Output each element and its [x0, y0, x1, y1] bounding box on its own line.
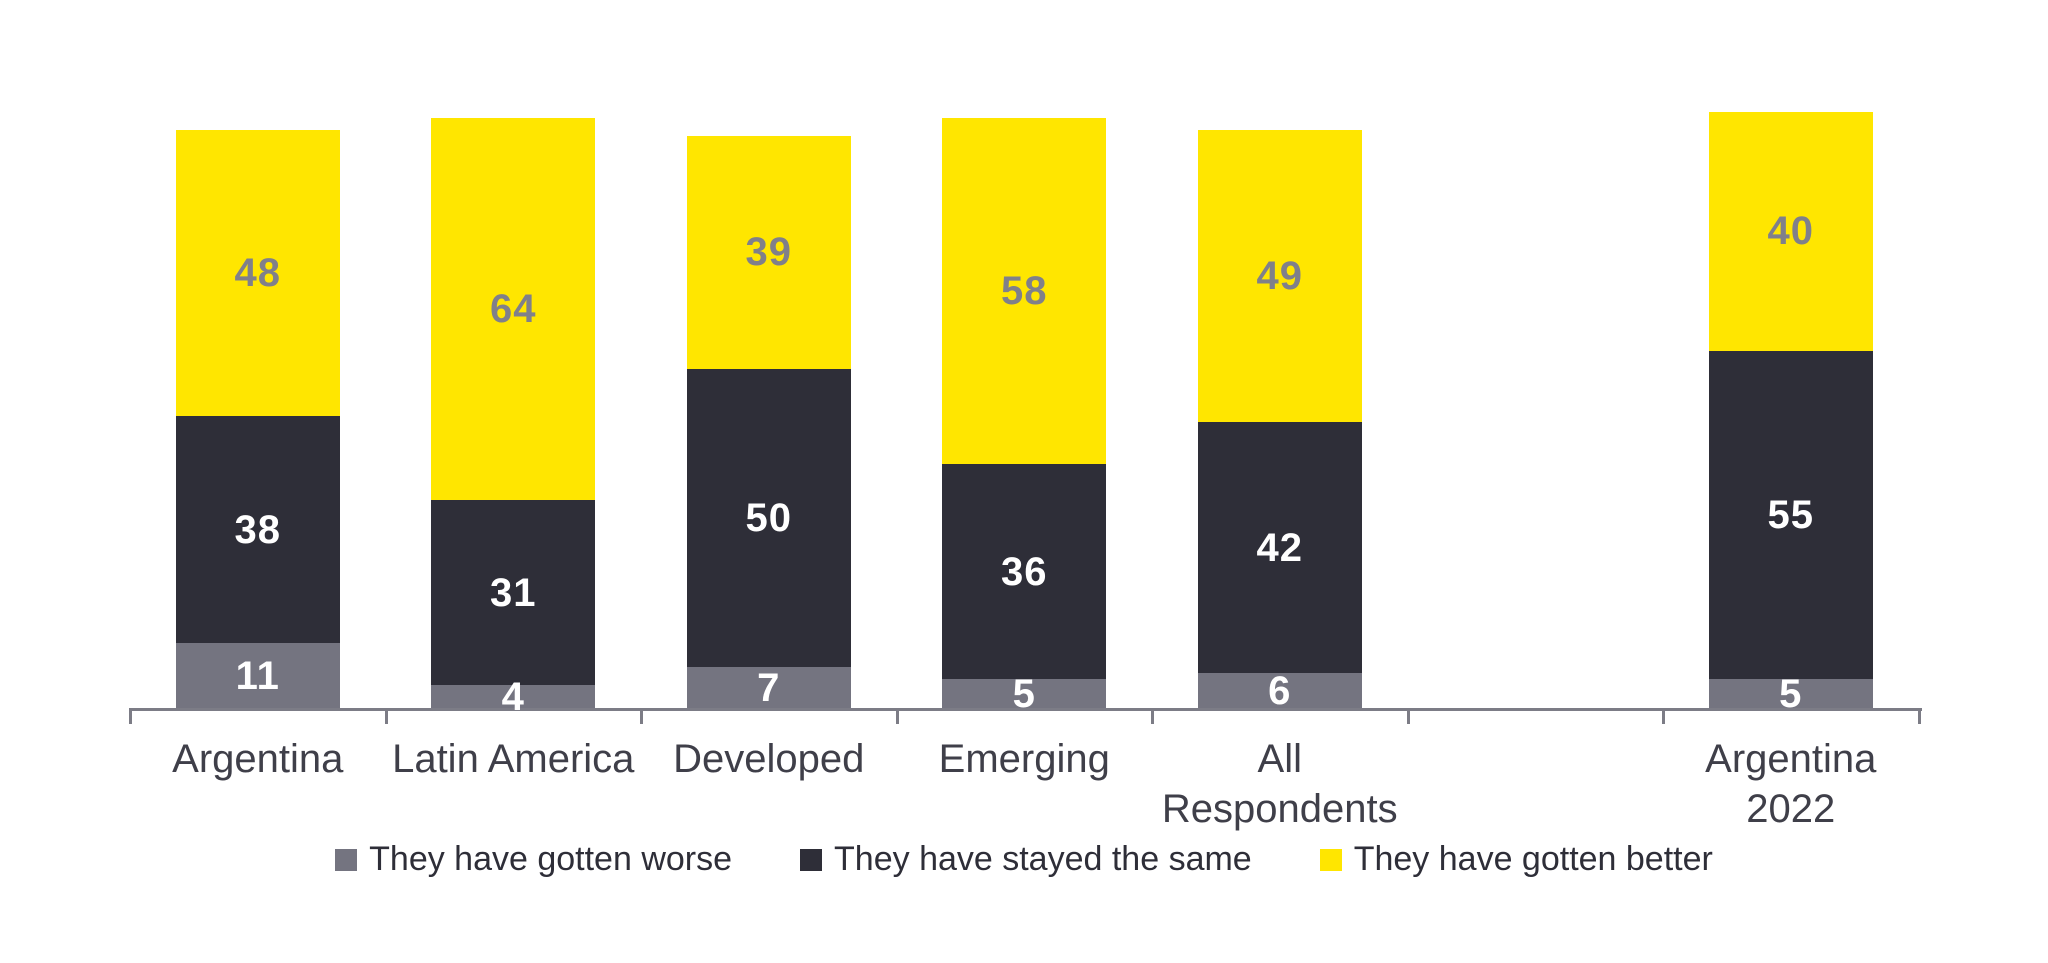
bar-segment-better: 64 — [431, 117, 596, 501]
bar-segment-worse: 7 — [686, 666, 851, 711]
bar-segment-same: 31 — [431, 500, 596, 686]
value-label: 36 — [1001, 549, 1048, 594]
value-label: 5 — [1779, 672, 1803, 717]
legend-label: They have gotten worse — [369, 840, 733, 878]
value-label: 50 — [745, 495, 792, 540]
bar-segment-same: 42 — [1197, 422, 1362, 674]
value-label: 31 — [490, 570, 537, 615]
value-label: 6 — [1268, 669, 1292, 714]
bar-segment-same: 38 — [175, 416, 340, 644]
bar-segment-same: 36 — [942, 464, 1107, 680]
bar-segment-better: 49 — [1197, 129, 1362, 423]
bar-segment-worse: 5 — [942, 674, 1107, 714]
legend-swatch-worse — [335, 848, 358, 871]
legend-swatch-better — [1319, 848, 1342, 871]
category-label: Emerging — [938, 737, 1110, 781]
bar-segment-better: 48 — [175, 129, 340, 417]
legend-label: They have stayed the same — [834, 840, 1252, 878]
axis-tick — [129, 708, 132, 724]
bar-segment-better: 39 — [686, 135, 851, 369]
value-label: 5 — [1012, 672, 1036, 717]
axis-tick — [1917, 708, 1921, 724]
axis-tick — [1406, 708, 1410, 724]
value-label: 48 — [234, 251, 281, 296]
value-label: 58 — [1001, 269, 1048, 314]
value-label: 55 — [1767, 492, 1814, 537]
bar-segment-same: 50 — [686, 368, 851, 668]
legend-swatch-same — [800, 848, 823, 871]
axis-tick — [384, 708, 388, 724]
value-label: 42 — [1256, 525, 1303, 570]
legend-item-worse: They have gotten worse — [335, 840, 732, 879]
axis-tick — [1662, 708, 1665, 724]
category-label: Argentina 2022 — [1705, 737, 1877, 831]
axis-tick — [640, 708, 643, 724]
bar-segment-same: 55 — [1708, 350, 1873, 680]
category-label: Developed — [673, 737, 865, 781]
axis-tick — [1151, 708, 1154, 724]
bar-segment-better: 58 — [942, 117, 1107, 465]
x-axis-line — [130, 708, 1922, 711]
category-label: All Respondents — [1161, 737, 1398, 831]
value-label: 4 — [501, 675, 525, 720]
value-label: 11 — [235, 654, 280, 699]
bar-segment-worse: 4 — [431, 677, 596, 717]
value-label: 64 — [490, 287, 537, 331]
legend: They have gotten worse They have stayed t… — [0, 840, 2048, 879]
legend-label: They have gotten better — [1353, 840, 1713, 878]
bar-segment-better: 40 — [1708, 112, 1873, 351]
category-label: Latin America — [392, 737, 635, 781]
value-label: 38 — [234, 507, 281, 552]
axis-tick — [895, 708, 899, 724]
value-label: 7 — [757, 666, 781, 711]
legend-item-same: They have stayed the same — [800, 840, 1252, 879]
bar-segment-worse: 6 — [1197, 669, 1362, 714]
bar-segment-worse: 11 — [175, 643, 340, 709]
legend-item-better: They have gotten better — [1319, 840, 1713, 879]
value-label: 39 — [745, 230, 792, 275]
category-label: Argentina — [172, 737, 344, 781]
bar-segment-worse: 5 — [1708, 674, 1873, 714]
value-label: 40 — [1767, 209, 1814, 254]
value-label: 49 — [1256, 254, 1303, 299]
